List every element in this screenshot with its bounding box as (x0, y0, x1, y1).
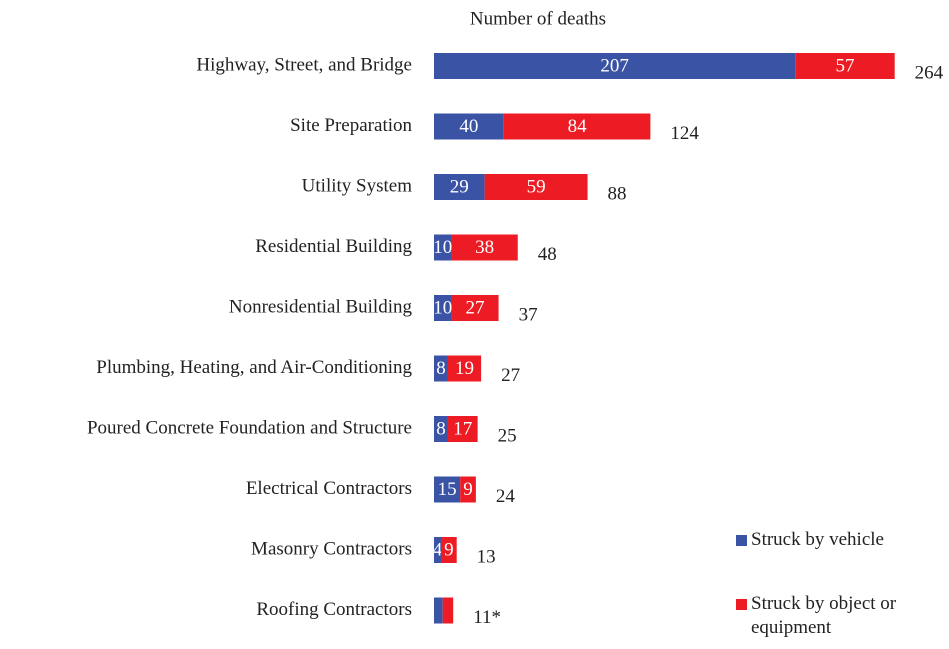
category-label: Residential Building (255, 236, 412, 257)
total-label: 124 (670, 123, 699, 144)
bar-segment (434, 355, 448, 382)
bar-segment (442, 597, 454, 624)
legend-label: Struck by vehicle (751, 529, 884, 550)
bar-segment (447, 355, 482, 382)
bar-segment (434, 597, 443, 624)
category-label: Utility System (302, 175, 413, 196)
bar-value-label: 57 (835, 55, 854, 76)
category-label: Nonresidential Building (229, 296, 413, 317)
bar-value-label: 8 (436, 358, 446, 379)
bar-value-label: 9 (444, 539, 454, 560)
total-label: 48 (538, 244, 557, 265)
total-label: 37 (519, 304, 538, 325)
bar-value-label: 9 (463, 479, 473, 500)
bar-segment (434, 295, 452, 321)
total-label: 27 (501, 365, 520, 386)
bar-segment (484, 174, 588, 200)
bar-value-label: 10 (433, 297, 452, 318)
legend-item: Struck by object or equipment (736, 592, 936, 640)
bar-value-label: 84 (568, 116, 588, 137)
bar-segment (451, 295, 499, 321)
axis-title: Number of deaths (470, 8, 606, 29)
bar-value-label: 27 (466, 297, 485, 318)
category-label: Masonry Contractors (251, 538, 412, 559)
bar-segment (434, 53, 796, 79)
bar-segment (451, 234, 518, 261)
total-label: 13 (477, 546, 496, 567)
legend-label: Struck by object or equipment (751, 593, 897, 638)
total-label: 88 (608, 183, 627, 204)
bar-segment (434, 537, 441, 563)
category-label: Poured Concrete Foundation and Structure (87, 417, 412, 438)
bar-value-label: 15 (438, 479, 457, 500)
bar-value-label: 17 (453, 418, 472, 439)
legend-swatch (736, 599, 747, 610)
bar-value-label: 29 (450, 176, 469, 197)
bar-segment (460, 476, 476, 503)
bar-segment (434, 174, 485, 200)
category-label: Roofing Contractors (256, 599, 412, 620)
bar-segment (503, 113, 651, 140)
total-label: 24 (496, 486, 516, 507)
bar-segment (434, 234, 452, 261)
bar-value-label: 59 (527, 176, 546, 197)
category-label: Electrical Contractors (246, 478, 412, 499)
bar-value-label: 38 (475, 237, 494, 258)
bar-segment (434, 476, 461, 503)
total-label: 264 (915, 62, 944, 83)
legend-item: Struck by vehicle (736, 528, 936, 552)
category-label: Site Preparation (290, 115, 412, 136)
legend-swatch (736, 535, 747, 546)
bar-segment (434, 113, 504, 140)
bar-segment (795, 53, 895, 79)
category-label: Highway, Street, and Bridge (196, 54, 412, 75)
bar-segment (447, 416, 478, 442)
total-label: 25 (498, 425, 517, 446)
bar-segment (434, 416, 448, 442)
total-label: 11* (473, 607, 501, 628)
category-label: Plumbing, Heating, and Air-Conditioning (96, 357, 412, 378)
bar-value-label: 8 (436, 418, 446, 439)
bar-value-label: 4 (433, 539, 443, 560)
bar-segment (440, 537, 457, 563)
bar-value-label: 40 (459, 116, 478, 137)
bar-value-label: 19 (455, 358, 474, 379)
bar-value-label: 207 (600, 55, 629, 76)
bar-value-label: 10 (433, 237, 452, 258)
